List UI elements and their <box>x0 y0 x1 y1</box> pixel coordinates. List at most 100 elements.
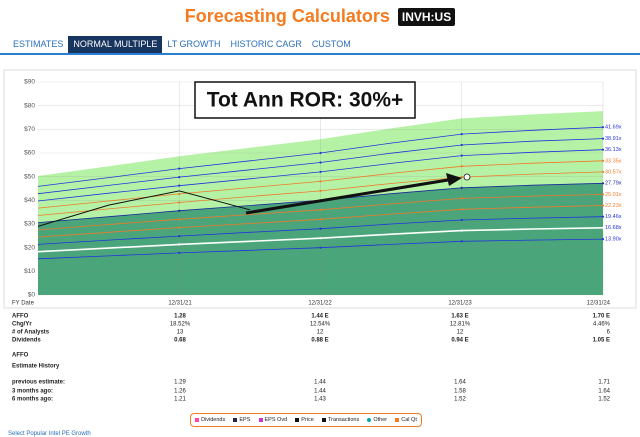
y-tick-label: $10 <box>24 268 35 275</box>
tab[interactable]: HISTORIC CAGR <box>230 39 302 49</box>
legend-icon <box>195 417 200 422</box>
line-dot <box>178 218 181 221</box>
line-dot <box>601 226 605 229</box>
legend-icon <box>395 417 400 422</box>
legend-label: Other <box>373 417 388 423</box>
line-dot <box>178 167 181 170</box>
history-cell: 6 months ago: <box>12 397 53 403</box>
y-tick-label: $20 <box>24 244 35 251</box>
history-title: AFFO <box>12 353 29 359</box>
multiple-label: 22.23x <box>605 203 622 209</box>
legend-item[interactable]: Price <box>295 417 314 423</box>
legend-item[interactable]: EPS Ovd <box>258 417 288 423</box>
line-dot <box>460 229 463 232</box>
line-dot <box>319 227 322 230</box>
legend-item[interactable]: Other <box>367 417 387 423</box>
x-tick-label: 12/31/24 <box>587 301 611 307</box>
table-cell: 0.94 E <box>451 338 468 344</box>
y-tick-label: $50 <box>24 173 35 180</box>
legend-icon <box>295 417 300 422</box>
tab-bar: ESTIMATES NORMAL MULTIPLE LT GROWTH HISTORI… <box>8 36 356 53</box>
line-dot <box>460 218 463 222</box>
line-dot <box>460 197 463 200</box>
line-dot <box>178 251 181 254</box>
tab[interactable]: LT GROWTH <box>167 39 221 49</box>
history-cell: 1.29 <box>174 380 186 386</box>
history-cell: 1.26 <box>174 389 186 395</box>
line-dot <box>319 218 322 221</box>
price-line <box>37 190 251 227</box>
history-cell: 1.44 <box>314 380 326 386</box>
line-dot <box>178 192 181 196</box>
legend-item[interactable]: Transactions <box>321 417 359 423</box>
history-title: Estimate History <box>12 364 60 370</box>
legend-item[interactable]: Dividends <box>195 417 225 423</box>
line-dot <box>460 165 463 168</box>
legend-icon <box>258 417 263 422</box>
line-dot <box>601 204 605 207</box>
tab[interactable]: NORMAL MULTIPLE <box>68 36 163 53</box>
tab[interactable]: ESTIMATES <box>13 39 64 49</box>
table-cell: 1.44 E <box>311 314 328 320</box>
tab[interactable]: CUSTOM <box>311 39 351 49</box>
line-dot <box>460 208 463 211</box>
line-dot <box>319 180 322 183</box>
table-cell: Chg/Yr <box>12 322 32 328</box>
line-dot <box>460 186 463 189</box>
table-cell: 18.52% <box>170 322 191 328</box>
table-cell: 13 <box>177 330 184 336</box>
history-cell: 1.64 <box>454 380 466 386</box>
line-dot <box>601 137 605 140</box>
y-tick-label: $80 <box>24 102 35 109</box>
history-cell: 1.44 <box>314 389 326 395</box>
line-dot <box>178 176 181 179</box>
multiple-label: 19.46x <box>605 214 622 220</box>
history-cell: 1.43 <box>314 397 326 403</box>
multiple-label: 41.69x <box>605 125 622 131</box>
line-dot <box>178 184 181 187</box>
line-dot <box>460 154 463 157</box>
legend: Dividends EPS EPS Ovd Price Transactions Othe… <box>190 413 422 427</box>
legend-item[interactable]: Cal Qt <box>395 417 417 423</box>
legend-label: Price <box>301 417 314 423</box>
y-tick-label: $40 <box>24 197 35 204</box>
history-cell: 1.58 <box>454 389 466 395</box>
y-tick-label: $0 <box>28 292 36 299</box>
multiple-label: 13.90x <box>605 237 622 243</box>
history-cell: 3 months ago: <box>12 389 53 395</box>
table-header-label: FY Date <box>12 301 35 307</box>
annotation-box <box>194 81 416 119</box>
footer-link[interactable]: Select Popular Intel PE Growth <box>8 431 91 437</box>
history-cell: previous estimate: <box>12 380 65 386</box>
multiple-label: 33.35x <box>605 158 622 164</box>
line-dot <box>319 237 322 240</box>
legend-label: EPS Ovd <box>264 417 288 423</box>
y-tick-label: $30 <box>24 221 35 228</box>
history-cell: 1.71 <box>598 380 610 386</box>
arrow-shaft <box>245 178 449 215</box>
legend-label: EPS <box>239 417 251 423</box>
table-cell: 4.46% <box>593 322 611 328</box>
arrow-head <box>446 173 462 186</box>
line-dot <box>601 159 605 162</box>
multiple-label: 27.79x <box>605 181 622 187</box>
table-cell: 0.88 E <box>311 338 328 344</box>
legend-label: Cal Qt <box>401 417 417 423</box>
table-cell: Dividends <box>12 338 41 344</box>
multiple-label: 36.13x <box>605 147 622 153</box>
ticker-badge: INVH:US <box>397 7 456 26</box>
line-dot <box>178 201 181 204</box>
line-dot <box>460 240 463 243</box>
annotation-text: Tot Ann ROR: 30%+ <box>207 89 404 112</box>
legend-icon <box>367 417 372 422</box>
line-dot <box>601 170 605 174</box>
legend-item[interactable]: EPS <box>233 417 250 423</box>
table-cell: 1.63 E <box>451 314 468 320</box>
multiple-label: 25.01x <box>605 192 622 198</box>
line-dot <box>319 246 322 249</box>
line-dot <box>601 193 605 196</box>
history-cell: 1.21 <box>174 397 186 403</box>
line-dot <box>178 234 181 238</box>
line-dot <box>601 215 605 218</box>
